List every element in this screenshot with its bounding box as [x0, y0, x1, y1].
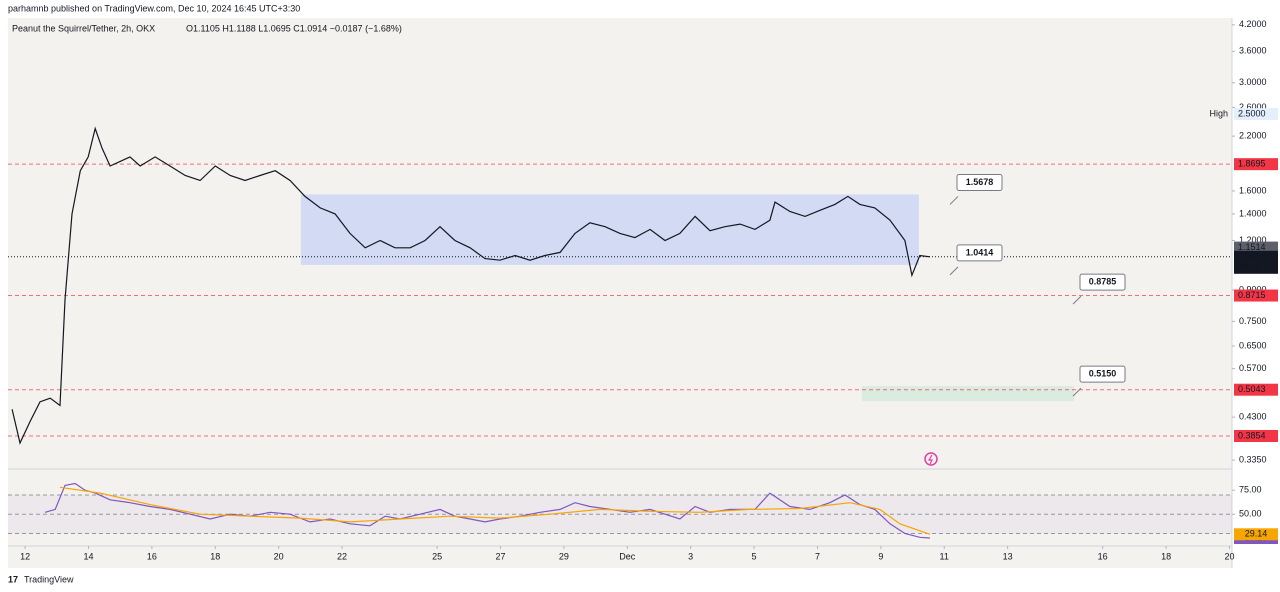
countdown: 44:21: [1238, 262, 1261, 272]
publisher: parhamnb published on TradingView.com, D…: [8, 3, 300, 13]
callout-leader: [1072, 387, 1082, 397]
level-tag-label: 0.5043: [1238, 384, 1266, 394]
level-tag: [1234, 289, 1278, 302]
x-tick-label: 27: [496, 551, 506, 561]
series-line: [11, 126, 931, 445]
y-tick-label: 4.2000: [1239, 19, 1267, 29]
callout-leader: [949, 266, 959, 276]
brand: TradingView: [24, 574, 74, 584]
x-tick-label: 5: [752, 551, 757, 561]
last-price-label: 1.0914: [1238, 251, 1266, 261]
x-tick-label: 13: [1003, 551, 1013, 561]
ohlc: O1.1105 H1.1188 L1.0695 C1.0914 −0.0187 …: [186, 23, 402, 33]
y-tick-label: 1.2000: [1239, 235, 1267, 245]
callout-label: 1.0414: [966, 247, 994, 257]
x-tick-label: 16: [1098, 551, 1108, 561]
x-tick-label: 18: [1161, 551, 1171, 561]
y-tick-label: 0.3350: [1239, 454, 1267, 464]
series-line: [44, 482, 931, 539]
zone: [861, 386, 1075, 402]
callout-box: [1079, 365, 1126, 383]
flash-icon: [924, 452, 938, 466]
x-tick-label: 12: [20, 551, 30, 561]
x-tick-label: 18: [210, 551, 220, 561]
x-tick-label: 20: [1224, 551, 1234, 561]
level-tag: [1234, 383, 1278, 396]
level-tag-label: 1.8695: [1238, 159, 1266, 169]
high-tag: [1234, 108, 1278, 121]
rsi-tag: [1234, 528, 1278, 541]
callout-label: 1.5678: [966, 177, 994, 187]
y-tick-label: 0.5700: [1239, 363, 1267, 373]
y-tick-label: 50.00: [1239, 509, 1262, 519]
previous-close-tag: [1234, 241, 1278, 254]
y-tick-label: 1.6000: [1239, 185, 1267, 195]
high-tag-label: 2.5000: [1238, 109, 1266, 119]
level-tag: [1234, 429, 1278, 442]
x-tick-label: Dec: [619, 551, 636, 561]
x-tick-label: 14: [83, 551, 93, 561]
y-tick-label: 0.4300: [1239, 412, 1267, 422]
y-tick-label: 2.2000: [1239, 131, 1267, 141]
y-tick-label: 0.7500: [1239, 316, 1267, 326]
y-tick-label: 3.0000: [1239, 77, 1267, 87]
rsi-tag-label: 29.14: [1245, 529, 1268, 539]
y-tick-label: 2.6000: [1239, 102, 1267, 112]
level-tag-label: 0.8715: [1238, 290, 1266, 300]
callout-label: 0.8785: [1089, 277, 1117, 287]
y-tick-label: 0.6500: [1239, 340, 1267, 350]
y-tick-label: 1.4000: [1239, 208, 1267, 218]
level-tag: [1234, 158, 1278, 171]
high-label: High: [1209, 109, 1228, 119]
x-tick-label: 3: [688, 551, 693, 561]
y-tick-label: 75.00: [1239, 485, 1262, 495]
y-tick-label: 0.9000: [1239, 284, 1267, 294]
x-tick-label: 9: [878, 551, 883, 561]
x-tick-label: 7: [815, 551, 820, 561]
x-tick-label: 16: [147, 551, 157, 561]
callout-box: [1079, 273, 1126, 291]
level-tag-label: 0.3854: [1238, 430, 1266, 440]
x-tick-label: 22: [337, 551, 347, 561]
series-line: [59, 486, 931, 535]
callout-leader: [949, 196, 959, 205]
x-tick-label: 25: [432, 551, 442, 561]
logo: 17: [8, 574, 18, 584]
callout-box: [956, 173, 1003, 191]
zone: [300, 194, 919, 265]
x-tick-label: 11: [940, 551, 949, 561]
callout-label: 0.5150: [1089, 368, 1117, 378]
previous-close-label: 1.1514: [1238, 242, 1266, 252]
callout-box: [956, 244, 1003, 262]
y-tick-label: 3.6000: [1239, 46, 1267, 56]
plot-background: [8, 18, 1232, 568]
last-price-tag: [1234, 250, 1278, 274]
callout-leader: [1072, 295, 1082, 305]
symbol-title: Peanut the Squirrel/Tether, 2h, OKX: [12, 23, 155, 33]
x-tick-label: 20: [274, 551, 284, 561]
x-tick-label: 29: [559, 551, 569, 561]
svg-text:17: 17: [8, 574, 18, 584]
